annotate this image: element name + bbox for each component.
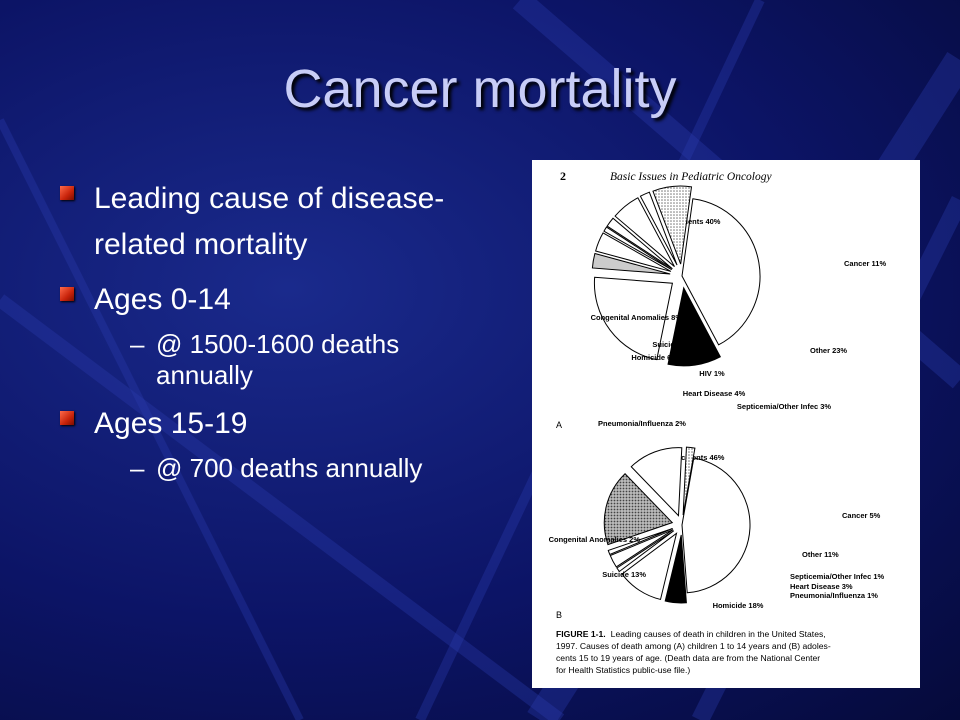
pie-slice <box>603 473 674 546</box>
slide-title: Cancer mortality <box>283 59 677 119</box>
book-figure: 2 Basic Issues in Pediatric Oncology Acc… <box>532 160 920 688</box>
panel-label-a: A <box>556 420 562 430</box>
caption-line: 1997. Causes of death among (A) children… <box>556 641 831 651</box>
slice-label: Accidents 40% <box>668 217 721 226</box>
slice-label: Heart Disease 3% <box>790 582 853 591</box>
slice-label: Suicide 2% <box>652 340 692 349</box>
dash-icon: – <box>130 328 145 359</box>
caption-line: Leading causes of death in children in t… <box>611 629 826 639</box>
slice-label: Cancer 5% <box>842 511 881 520</box>
bullet-text: Leading cause of disease-related mortali… <box>94 182 445 261</box>
sub-bullet-text: @ 700 deaths annually <box>156 452 423 483</box>
pie-slice <box>681 457 751 594</box>
bullet-square-icon <box>60 287 74 302</box>
bullet-text: Ages 0-14 <box>94 283 231 317</box>
bullet-text: Ages 15-19 <box>94 407 248 441</box>
dash-icon: – <box>130 452 145 483</box>
pie-chart-a: Accidents 40% Cancer 11% Other 23% Septicem… <box>591 185 886 428</box>
pie-slice <box>652 185 693 265</box>
slice-label: Other 23% <box>810 346 847 355</box>
slice-label: Suicide 13% <box>602 570 646 579</box>
slice-label: Heart Disease 4% <box>683 389 746 398</box>
pie-slice <box>606 217 673 270</box>
bullet-item: Ages 15-19 – @ 700 deaths annually <box>60 401 460 484</box>
caption-label: FIGURE 1-1. <box>556 629 606 639</box>
pie-chart-b: Accidents 46% Cancer 5% Other 11% Septicemi… <box>549 446 885 610</box>
bullet-square-icon <box>60 186 74 200</box>
pie-slice <box>593 276 674 361</box>
sub-bullet-text: @ 1500-1600 deaths annually <box>156 328 400 390</box>
slice-label: Congenital Anomalies 2% <box>549 535 641 544</box>
slice-label: Congenital Anomalies 8% <box>591 313 683 322</box>
bullet-item: Ages 0-14 – @ 1500-1600 deaths annually <box>60 277 460 391</box>
pie-slice <box>591 252 671 275</box>
pie-slice <box>664 534 687 604</box>
pie-slice <box>603 226 673 271</box>
running-head: Basic Issues in Pediatric Oncology <box>610 171 773 183</box>
slice-label: Homicide 18% <box>713 601 764 610</box>
sub-bullet: – @ 700 deaths annually <box>94 453 460 484</box>
page-number: 2 <box>560 169 566 183</box>
slice-label: Septicemia/Other Infec 1% <box>790 572 885 581</box>
slice-label: Other 11% <box>802 550 839 559</box>
sub-bullet: – @ 1500-1600 deaths annually <box>94 329 460 391</box>
caption-line: cents 15 to 19 years of age. (Death data… <box>556 653 820 663</box>
pie-slice <box>607 528 673 556</box>
slice-label: Pneumonia/Influenza 2% <box>598 419 686 428</box>
slice-label: Pneumonia/Influenza 1% <box>790 591 878 600</box>
pie-slice <box>595 232 672 272</box>
figure-caption: FIGURE 1-1. Leading causes of death in ch… <box>556 629 831 675</box>
slice-label: Cancer 11% <box>844 259 886 268</box>
bullet-item: Leading cause of disease-related mortali… <box>60 176 460 267</box>
bullet-list: Leading cause of disease-related mortali… <box>60 176 460 484</box>
pie-slice <box>621 532 678 601</box>
pie-slice <box>682 446 696 516</box>
panel-label-b: B <box>556 610 562 620</box>
slice-label: Homicide 6% <box>631 353 678 362</box>
slice-label: Septicemia/Other Infec 3% <box>737 402 832 411</box>
svg-text:FIGURE 1-1.Leading causes of d: FIGURE 1-1. Leading causes of death in ch… <box>556 629 826 639</box>
pie-slice <box>639 191 678 266</box>
pie-slice <box>609 529 674 568</box>
figure-svg: 2 Basic Issues in Pediatric Oncology Acc… <box>549 169 887 675</box>
pie-slice <box>614 197 675 268</box>
caption-line: for Health Statistics public-use file.) <box>556 665 690 675</box>
bullet-square-icon <box>60 411 74 426</box>
pie-slice <box>616 530 675 573</box>
pie-slice <box>667 286 722 367</box>
pie-slice <box>630 447 683 517</box>
pie-slice <box>681 198 761 346</box>
slice-label: Accidents 46% <box>672 453 725 462</box>
slice-label: HIV 1% <box>699 369 725 378</box>
